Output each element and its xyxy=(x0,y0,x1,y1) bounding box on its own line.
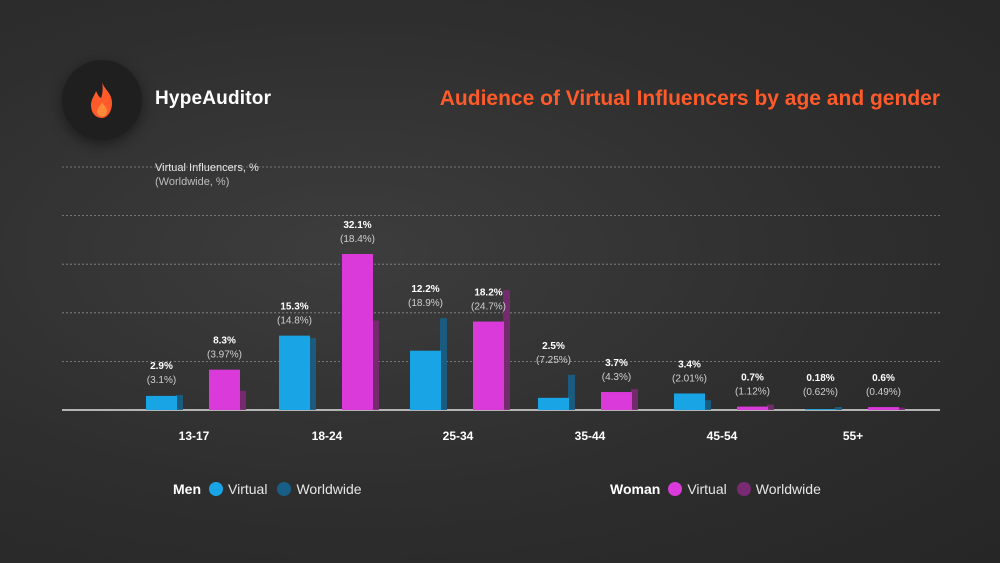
x-tick-label-13-17: 13-17 xyxy=(179,429,210,443)
data-label-men-virtual-18-24: 15.3% xyxy=(280,302,308,313)
bar-men-virtual-55+ xyxy=(805,409,836,410)
bar-men-worldwide-45-54 xyxy=(704,400,711,410)
data-label-women-worldwide-13-17: (3.97%) xyxy=(207,350,242,361)
x-tick-label-55+: 55+ xyxy=(843,429,863,443)
legend-women-virtual-label: Virtual xyxy=(687,481,727,497)
bar-men-virtual-13-17 xyxy=(146,395,177,410)
flame-icon xyxy=(91,81,112,118)
bar-women-worldwide-55+ xyxy=(898,407,905,410)
y-axis-title: Virtual Influencers, % (Worldwide, %) xyxy=(155,161,259,189)
data-label-men-virtual-25-34: 12.2% xyxy=(411,284,439,295)
brand-name: HypeAuditor xyxy=(155,88,272,109)
data-label-women-worldwide-35-44: (4.3%) xyxy=(602,372,631,383)
bar-women-virtual-25-34 xyxy=(473,321,504,410)
bar-men-virtual-45-54 xyxy=(674,393,705,410)
bar-men-virtual-25-34 xyxy=(410,350,441,410)
data-label-men-virtual-55+: 0.18% xyxy=(806,373,834,384)
bar-women-worldwide-45-54 xyxy=(767,404,774,410)
bar-men-worldwide-13-17 xyxy=(176,394,183,410)
legend-men-worldwide: Worldwide xyxy=(277,481,362,497)
data-label-men-worldwide-18-24: (14.8%) xyxy=(277,316,312,327)
bar-men-worldwide-35-44 xyxy=(568,374,575,410)
data-label-men-worldwide-45-54: (2.01%) xyxy=(672,373,707,384)
y-axis-title-line2: (Worldwide, %) xyxy=(155,176,230,188)
data-label-men-worldwide-55+: (0.62%) xyxy=(803,387,838,398)
legend-men-worldwide-label: Worldwide xyxy=(296,481,362,497)
legend-dot-women-worldwide xyxy=(736,482,751,496)
bar-men-virtual-35-44 xyxy=(538,397,569,410)
x-tick-label-25-34: 25-34 xyxy=(443,429,474,443)
data-label-women-virtual-25-34: 18.2% xyxy=(474,288,502,299)
data-label-men-virtual-35-44: 2.5% xyxy=(542,341,565,352)
legend-men-virtual: Virtual xyxy=(209,481,267,497)
legend-women-virtual: Virtual xyxy=(668,481,727,497)
data-label-women-worldwide-45-54: (1.12%) xyxy=(735,387,770,398)
data-label-men-virtual-13-17: 2.9% xyxy=(150,361,173,372)
data-label-men-virtual-45-54: 3.4% xyxy=(678,359,701,370)
chart-title: Audience of Virtual Influencers by age a… xyxy=(439,87,940,110)
legend-women-worldwide-label: Worldwide xyxy=(755,481,821,497)
x-tick-label-35-44: 35-44 xyxy=(575,429,606,443)
bar-women-virtual-13-17 xyxy=(209,369,240,410)
x-tick-label-18-24: 18-24 xyxy=(312,429,343,443)
data-label-women-virtual-45-54: 0.7% xyxy=(741,373,764,384)
legend-dot-men-worldwide xyxy=(277,482,292,496)
data-label-men-worldwide-25-34: (18.9%) xyxy=(408,298,443,309)
bar-women-virtual-55+ xyxy=(868,407,899,410)
bar-women-worldwide-13-17 xyxy=(239,390,246,410)
data-label-women-virtual-35-44: 3.7% xyxy=(605,358,628,369)
bar-men-worldwide-25-34 xyxy=(440,318,447,410)
data-label-men-worldwide-13-17: (3.1%) xyxy=(147,375,176,386)
data-label-women-worldwide-18-24: (18.4%) xyxy=(340,234,375,245)
legend-men-virtual-label: Virtual xyxy=(228,481,268,497)
legend-dot-men-virtual xyxy=(209,482,223,496)
data-label-women-worldwide-55+: (0.49%) xyxy=(866,387,901,398)
bar-men-worldwide-55+ xyxy=(835,406,842,410)
data-label-women-virtual-13-17: 8.3% xyxy=(213,336,236,347)
bar-men-worldwide-18-24 xyxy=(309,338,316,410)
data-label-women-virtual-55+: 0.6% xyxy=(872,373,895,384)
bar-women-worldwide-25-34 xyxy=(503,289,510,410)
legend-women-label: Woman xyxy=(610,481,661,497)
logo xyxy=(62,60,142,140)
legend-men-label: Men xyxy=(173,481,201,497)
legend-men: Men Virtual Worldwide xyxy=(173,480,372,498)
bar-women-virtual-18-24 xyxy=(342,253,373,410)
bar-women-virtual-35-44 xyxy=(601,392,632,410)
data-label-men-worldwide-35-44: (7.25%) xyxy=(536,355,571,366)
bar-men-virtual-18-24 xyxy=(279,335,310,410)
legend-dot-women-virtual xyxy=(668,482,683,496)
data-label-women-worldwide-25-34: (24.7%) xyxy=(471,302,506,313)
bar-women-virtual-45-54 xyxy=(737,406,768,410)
data-label-women-virtual-18-24: 32.1% xyxy=(343,220,371,231)
x-tick-label-45-54: 45-54 xyxy=(707,429,738,443)
legend-women: Woman Virtual Worldwide xyxy=(610,480,831,498)
legend-women-worldwide: Worldwide xyxy=(736,481,821,497)
bar-women-worldwide-18-24 xyxy=(372,320,379,410)
bar-women-worldwide-35-44 xyxy=(631,389,638,410)
y-axis-title-line1: Virtual Influencers, % xyxy=(155,162,259,174)
